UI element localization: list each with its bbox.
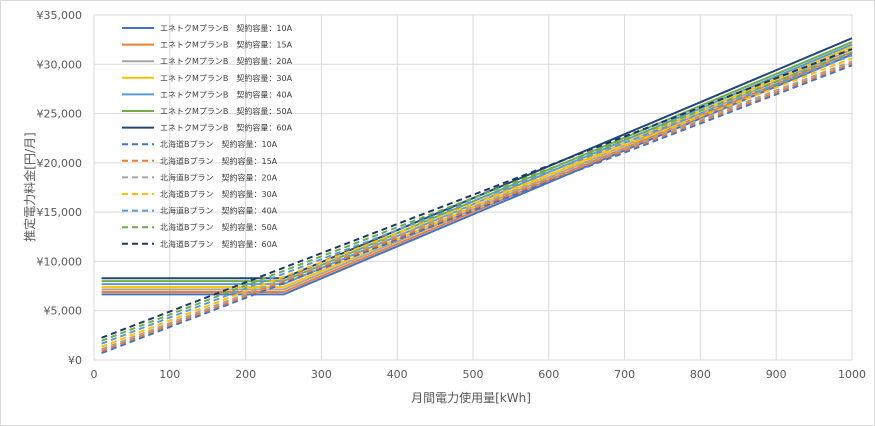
x-tick-label: 100 bbox=[159, 368, 180, 381]
series-line-10 bbox=[101, 60, 853, 351]
legend-label: エネトクMプランB 契約容量：15A bbox=[160, 40, 293, 50]
y-tick-label: ¥0 bbox=[68, 354, 82, 367]
series-line-9 bbox=[101, 62, 853, 353]
legend: エネトクMプランB 契約容量：10A エネトクMプランB 契約容量：15A エネトク… bbox=[122, 23, 293, 249]
y-tick-label: ¥5,000 bbox=[44, 305, 83, 318]
legend-label: 北海道Bプラン 契約容量：40A bbox=[160, 206, 278, 216]
y-tick-label: ¥10,000 bbox=[37, 255, 83, 268]
x-axis-tick-labels: 0 100 200 300 400 500 600 700 800 900 1000 bbox=[91, 368, 867, 381]
legend-label: エネトクMプランB 契約容量：40A bbox=[160, 89, 293, 99]
x-tick-label: 900 bbox=[766, 368, 787, 381]
series-line-4 bbox=[101, 46, 853, 289]
legend-label: 北海道Bプラン 契約容量：60A bbox=[160, 239, 278, 249]
legend-label: エネトクMプランB 契約容量：10A bbox=[160, 23, 293, 33]
legend-label: 北海道Bプラン 契約容量：10A bbox=[160, 139, 278, 149]
grid-lines bbox=[93, 14, 853, 361]
series-line-2 bbox=[101, 51, 853, 293]
x-axis-title: 月間電力使用量[kWh] bbox=[411, 390, 531, 405]
x-tick-label: 600 bbox=[538, 368, 559, 381]
legend-label: エネトクMプランB 契約容量：50A bbox=[160, 106, 293, 116]
series-line-8 bbox=[101, 64, 853, 355]
y-tick-label: ¥15,000 bbox=[37, 206, 83, 219]
x-tick-label: 500 bbox=[463, 368, 484, 381]
series-line-1 bbox=[101, 53, 853, 296]
x-tick-label: 300 bbox=[311, 368, 332, 381]
y-tick-label: ¥35,000 bbox=[37, 9, 83, 22]
x-tick-label: 400 bbox=[387, 368, 408, 381]
legend-label: 北海道Bプラン 契約容量：20A bbox=[160, 172, 278, 182]
series-line-11 bbox=[101, 57, 853, 348]
y-tick-label: ¥25,000 bbox=[37, 108, 83, 121]
x-tick-label: 1000 bbox=[838, 368, 866, 381]
x-tick-label: 200 bbox=[235, 368, 256, 381]
legend-label: エネトクMプランB 契約容量：30A bbox=[160, 73, 293, 83]
y-tick-label: ¥30,000 bbox=[37, 58, 83, 71]
series-line-3 bbox=[101, 48, 853, 291]
x-tick-label: 0 bbox=[91, 368, 98, 381]
y-tick-label: ¥20,000 bbox=[37, 157, 83, 170]
x-tick-label: 800 bbox=[690, 368, 711, 381]
legend-label: 北海道Bプラン 契約容量：50A bbox=[160, 222, 278, 232]
legend-label: 北海道Bプラン 契約容量：30A bbox=[160, 189, 278, 199]
series-line-13 bbox=[101, 51, 853, 342]
y-axis-title: 推定電力料金[円/月] bbox=[22, 132, 37, 241]
series-line-12 bbox=[101, 54, 853, 345]
x-tick-label: 700 bbox=[614, 368, 635, 381]
legend-label: 北海道Bプラン 契約容量：15A bbox=[160, 156, 278, 166]
y-axis-tick-labels: ¥0 ¥5,000 ¥10,000 ¥15,000 ¥20,000 ¥25,000 ¥30,… bbox=[37, 9, 83, 367]
legend-label: エネトクMプランB 契約容量：60A bbox=[160, 123, 293, 133]
series-lines bbox=[101, 37, 853, 355]
legend-label: エネトクMプランB 契約容量：20A bbox=[160, 56, 293, 66]
series-line-14 bbox=[101, 48, 853, 339]
